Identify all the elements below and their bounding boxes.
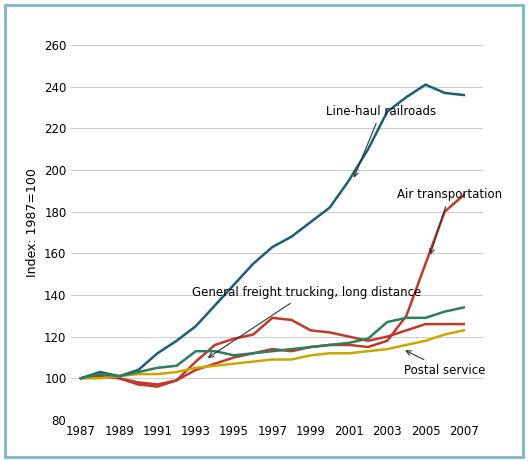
Text: Line-haul railroads: Line-haul railroads xyxy=(326,105,436,176)
Y-axis label: Index: 1987=100: Index: 1987=100 xyxy=(25,168,39,276)
Text: Postal service: Postal service xyxy=(404,351,486,377)
Text: General freight trucking, long distance: General freight trucking, long distance xyxy=(192,286,421,357)
Text: Air transportation: Air transportation xyxy=(397,188,502,254)
